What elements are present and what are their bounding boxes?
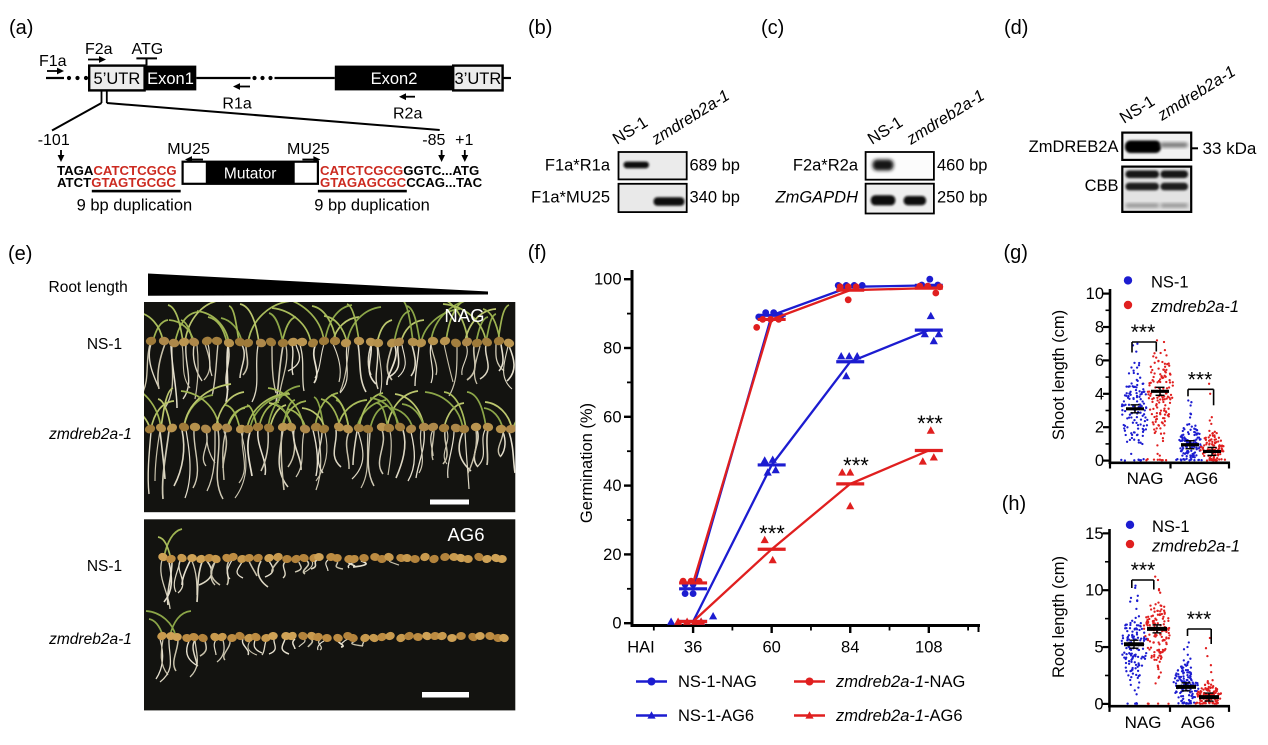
svg-text:zmdreb2a-1: zmdreb2a-1: [1151, 538, 1240, 556]
svg-text:340 bp: 340 bp: [690, 189, 740, 207]
svg-text:Shoot length (cm): Shoot length (cm): [1050, 310, 1068, 440]
svg-text:zmdreb2a-1-AG6: zmdreb2a-1-AG6: [835, 707, 963, 725]
svg-text:zmdreb2a-1: zmdreb2a-1: [48, 426, 132, 443]
svg-text:0: 0: [612, 615, 621, 633]
svg-text:689 bp: 689 bp: [690, 157, 740, 175]
svg-text:15: 15: [1085, 525, 1103, 543]
svg-text:9 bp duplication: 9 bp duplication: [314, 197, 430, 215]
svg-text:AG6: AG6: [1181, 713, 1215, 732]
svg-text:(f): (f): [528, 242, 547, 264]
svg-text:Germination (%): Germination (%): [578, 403, 596, 523]
svg-text:6: 6: [1095, 352, 1104, 370]
svg-text:NS-1: NS-1: [87, 336, 122, 353]
svg-text:CATCTCGCGGGTC...ATG: CATCTCGCGGGTC...ATG: [320, 163, 479, 178]
svg-text:4: 4: [1095, 385, 1104, 403]
svg-text:F1a: F1a: [39, 53, 67, 70]
svg-text:***: ***: [917, 411, 943, 436]
svg-text:NAG: NAG: [1125, 713, 1162, 732]
svg-text:2: 2: [1095, 419, 1104, 437]
svg-text:10: 10: [1085, 582, 1103, 600]
svg-text:AG6: AG6: [447, 524, 484, 545]
svg-text:R1a: R1a: [222, 96, 251, 113]
svg-text:R2a: R2a: [393, 106, 422, 123]
svg-text:CBB: CBB: [1085, 177, 1119, 195]
svg-text:zmdreb2a-1: zmdreb2a-1: [48, 631, 132, 648]
svg-text:(c): (c): [761, 17, 784, 39]
svg-text:36: 36: [684, 639, 702, 657]
svg-text:10: 10: [1086, 285, 1104, 303]
svg-text:NS-1: NS-1: [87, 558, 122, 575]
svg-text:Exon1: Exon1: [147, 70, 194, 88]
svg-text:MU25: MU25: [287, 141, 330, 158]
svg-text:Root length (cm): Root length (cm): [1050, 556, 1068, 678]
svg-text:NS-1: NS-1: [1152, 518, 1190, 536]
svg-text:NAG: NAG: [1127, 469, 1164, 488]
svg-text:3’UTR: 3’UTR: [455, 70, 502, 88]
svg-text:F2a: F2a: [85, 41, 113, 58]
svg-text:TAGACATCTCGCG: TAGACATCTCGCG: [57, 163, 177, 178]
svg-text:5: 5: [1094, 639, 1103, 657]
svg-text:zmdreb2a-1-NAG: zmdreb2a-1-NAG: [835, 673, 965, 691]
svg-text:AG6: AG6: [1184, 469, 1218, 488]
svg-text:Root length: Root length: [49, 279, 128, 296]
svg-text:84: 84: [841, 639, 859, 657]
svg-text:ATCTGTAGTGCGC: ATCTGTAGTGCGC: [57, 175, 176, 190]
svg-text:460 bp: 460 bp: [937, 157, 987, 175]
svg-text:8: 8: [1095, 319, 1104, 337]
svg-text:-85: -85: [422, 132, 445, 149]
svg-text:(e): (e): [8, 243, 32, 265]
svg-text:33 kDa: 33 kDa: [1203, 139, 1257, 158]
svg-text:80: 80: [603, 340, 621, 358]
svg-text:100: 100: [594, 271, 622, 289]
svg-text:***: ***: [759, 521, 785, 546]
svg-text:***: ***: [843, 453, 869, 478]
svg-text:F1a*R1a: F1a*R1a: [545, 157, 611, 175]
svg-text:***: ***: [1131, 559, 1156, 582]
svg-text:108: 108: [915, 639, 943, 657]
svg-text:9 bp duplication: 9 bp duplication: [77, 197, 193, 215]
svg-text:MU25: MU25: [167, 141, 210, 158]
svg-text:(g): (g): [1004, 242, 1028, 264]
svg-text:NS-1: NS-1: [1151, 274, 1189, 292]
svg-text:+1: +1: [455, 132, 473, 149]
svg-text:GTAGAGCGCCCAG...TAC: GTAGAGCGCCCAG...TAC: [320, 175, 483, 190]
svg-text:F1a*MU25: F1a*MU25: [531, 189, 610, 207]
svg-text:zmdreb2a-1: zmdreb2a-1: [1150, 298, 1239, 316]
svg-text:250 bp: 250 bp: [937, 189, 987, 207]
svg-text:***: ***: [1187, 608, 1212, 631]
svg-text:0: 0: [1095, 452, 1104, 470]
svg-text:***: ***: [1188, 369, 1213, 392]
svg-text:60: 60: [603, 408, 621, 426]
svg-text:NS-1-NAG: NS-1-NAG: [678, 673, 757, 691]
svg-text:Exon2: Exon2: [371, 70, 418, 88]
svg-text:(b): (b): [528, 17, 552, 39]
svg-text:5’UTR: 5’UTR: [94, 70, 141, 88]
svg-text:HAI: HAI: [627, 639, 655, 657]
svg-text:60: 60: [762, 639, 780, 657]
svg-text:20: 20: [603, 546, 621, 564]
svg-text:NS-1-AG6: NS-1-AG6: [678, 707, 754, 725]
svg-text:(d): (d): [1004, 17, 1028, 39]
svg-text:Mutator: Mutator: [224, 166, 277, 183]
svg-text:-101: -101: [38, 132, 70, 149]
svg-text:NAG: NAG: [444, 305, 484, 326]
svg-text:ZmGAPDH: ZmGAPDH: [775, 189, 859, 207]
svg-text:(h): (h): [1002, 493, 1026, 515]
svg-text:(a): (a): [9, 17, 33, 39]
svg-text:40: 40: [603, 477, 621, 495]
svg-text:ZmDREB2A: ZmDREB2A: [1029, 138, 1119, 156]
svg-text:***: ***: [1131, 321, 1156, 344]
svg-text:ATG: ATG: [132, 41, 164, 58]
svg-text:F2a*R2a: F2a*R2a: [793, 157, 859, 175]
svg-text:0: 0: [1094, 695, 1103, 713]
